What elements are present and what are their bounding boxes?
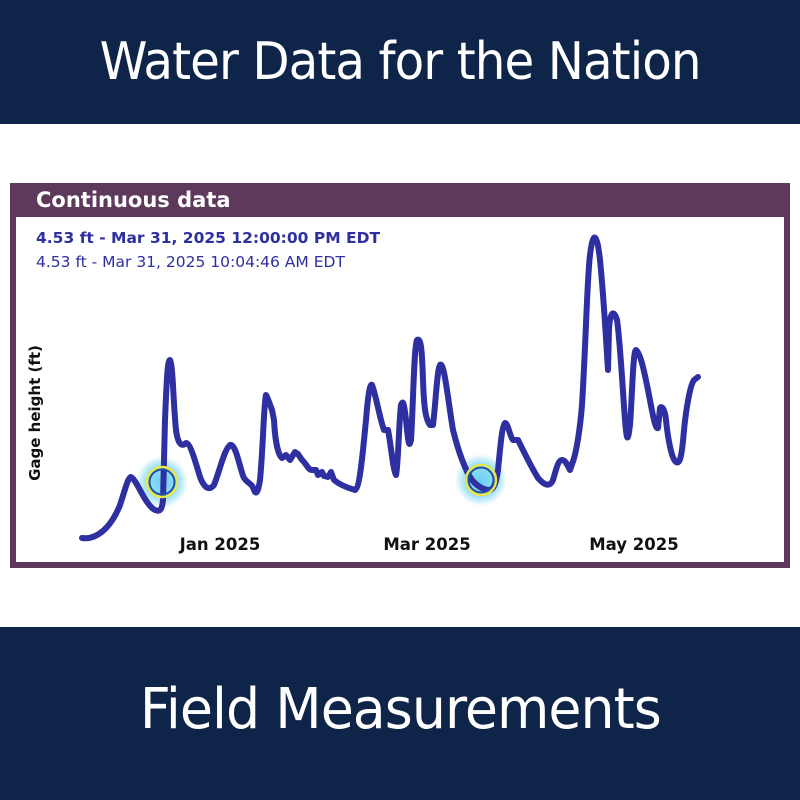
continuous-data-panel: Continuous data 4.53 ft - Mar 31, 2025 1… xyxy=(10,183,790,568)
x-tick-jan-2025: Jan 2025 xyxy=(179,535,261,554)
x-tick-mar-2025: Mar 2025 xyxy=(383,535,471,554)
panel-title: Continuous data xyxy=(10,183,790,217)
bottom-banner: Field Measurements xyxy=(0,627,800,800)
measurement-marker-1[interactable] xyxy=(145,465,179,499)
top-banner: Water Data for the Nation xyxy=(0,0,800,124)
top-banner-title: Water Data for the Nation xyxy=(99,32,702,92)
readout-primary: 4.53 ft - Mar 31, 2025 12:00:00 PM EDT xyxy=(36,229,381,247)
x-tick-may-2025: May 2025 xyxy=(589,535,679,554)
readout-secondary: 4.53 ft - Mar 31, 2025 10:04:46 AM EDT xyxy=(36,253,345,271)
bottom-banner-title: Field Measurements xyxy=(139,677,662,742)
measurement-marker-2[interactable] xyxy=(464,463,498,497)
gage-height-line[interactable] xyxy=(79,234,701,542)
